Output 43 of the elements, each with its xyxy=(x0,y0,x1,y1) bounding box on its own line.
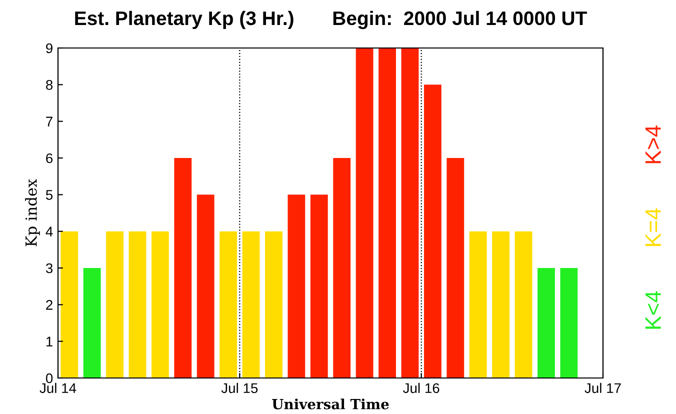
y-tick-label: 6 xyxy=(46,153,53,164)
bar xyxy=(424,84,442,378)
text: K<4 xyxy=(645,291,661,329)
bar xyxy=(356,48,374,378)
bar xyxy=(83,268,101,378)
bar xyxy=(151,231,169,378)
bar xyxy=(378,48,396,378)
text: K=4 xyxy=(645,208,661,246)
y-tick-label: 4 xyxy=(46,226,53,236)
bar xyxy=(288,194,306,378)
chart-title: Est. Planetary Kp (3 Hr.) Begin: 2000 Jul 14 0000 UT xyxy=(75,10,587,30)
bar xyxy=(128,231,146,378)
y-tick-label: 2 xyxy=(46,300,52,310)
x-tick-label: Jul 17 xyxy=(584,382,621,394)
x-axis-title: Universal Time xyxy=(272,398,389,410)
bar xyxy=(60,231,78,378)
x-tick-label: Jul 15 xyxy=(221,382,258,394)
bar xyxy=(174,158,192,378)
y-tick-label: 8 xyxy=(46,80,53,90)
bar xyxy=(265,231,282,378)
bar xyxy=(401,48,419,378)
x-tick-label: Jul 14 xyxy=(40,382,76,394)
bar xyxy=(310,194,328,378)
text: K>4 xyxy=(645,125,661,164)
x-tick-label: Jul 16 xyxy=(403,382,440,394)
bar xyxy=(446,158,464,378)
y-tick-label: 9 xyxy=(46,43,52,54)
bar xyxy=(220,231,238,378)
y-tick-label: 7 xyxy=(46,116,52,126)
bar xyxy=(333,158,351,378)
y-tick-label: 5 xyxy=(46,190,53,200)
y-tick-label: 3 xyxy=(46,263,53,274)
bar xyxy=(514,231,532,378)
y-tick-label: 0 xyxy=(46,373,53,384)
bar xyxy=(469,231,487,378)
bar xyxy=(560,268,578,378)
y-tick-label: 1 xyxy=(46,336,52,346)
bar xyxy=(196,194,214,378)
bar xyxy=(106,231,124,378)
bar xyxy=(538,268,555,378)
y-axis-title: Kp index xyxy=(25,179,40,246)
bar xyxy=(492,231,510,378)
bar xyxy=(242,231,260,378)
